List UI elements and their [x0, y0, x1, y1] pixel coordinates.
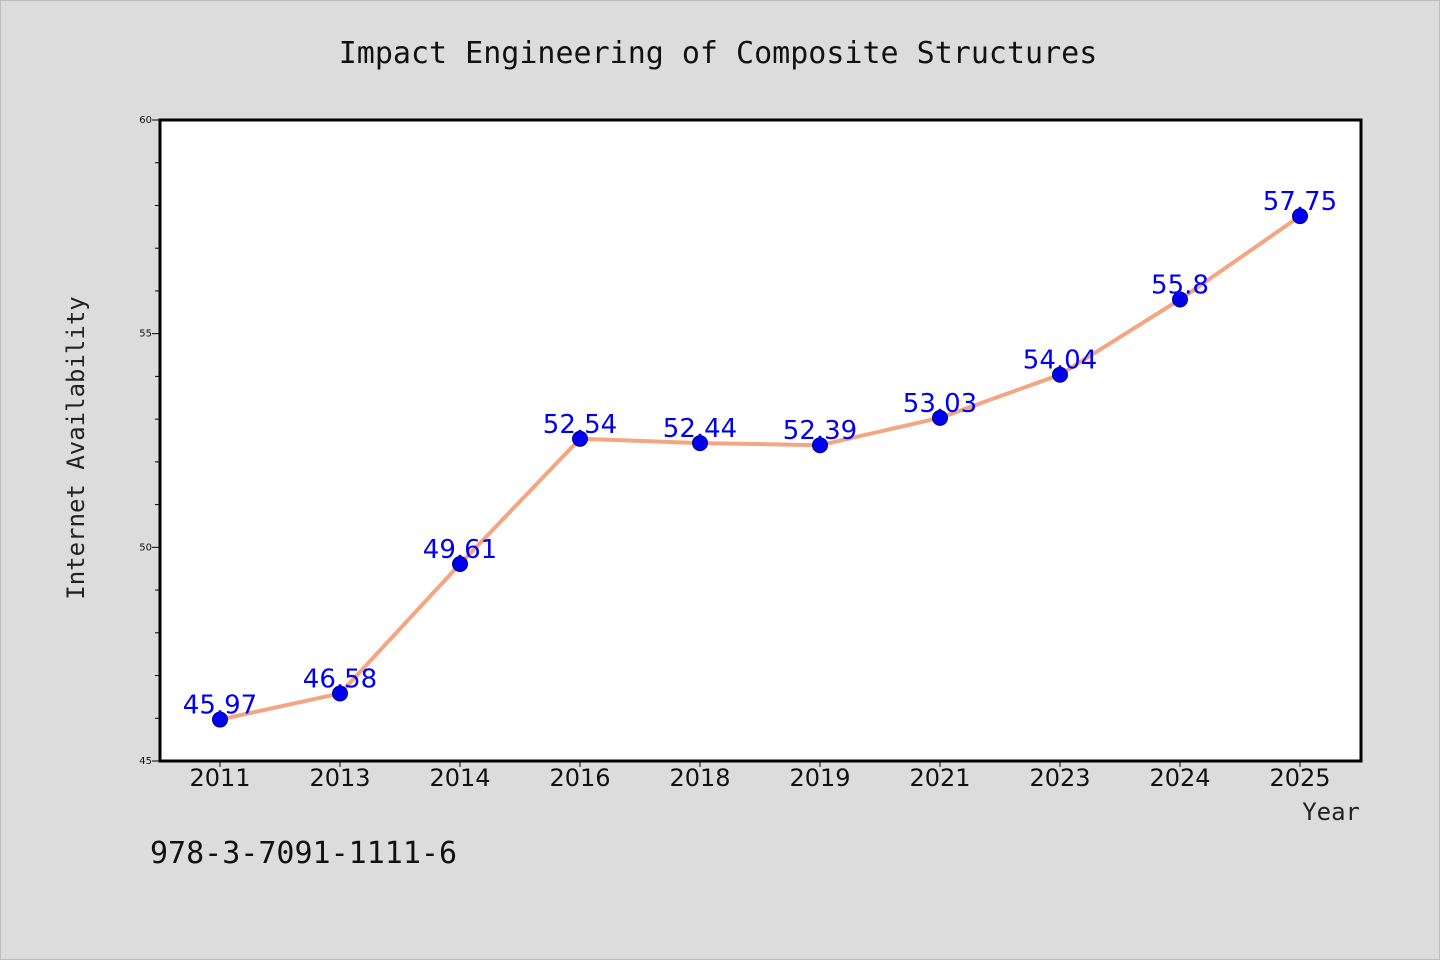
isbn-text: 978-3-7091-1111-6: [150, 836, 457, 871]
data-point: [332, 685, 348, 702]
data-label: 46.58: [303, 664, 377, 694]
chart-title: Impact Engineering of Composite Structur…: [339, 36, 1098, 71]
data-label: 52.39: [783, 416, 857, 446]
data-label: 54.04: [1023, 346, 1097, 376]
data-label: 57.75: [1263, 187, 1337, 217]
x-tick-label: 2014: [429, 764, 490, 792]
x-tick-label: 2024: [1149, 764, 1210, 792]
data-label: 55.8: [1151, 270, 1209, 300]
plot-area: [158, 118, 1363, 763]
data-point: [1052, 366, 1068, 383]
data-label: 52.54: [543, 410, 617, 440]
data-point: [1172, 291, 1188, 308]
x-tick-label: 2025: [1269, 764, 1330, 792]
y-tick-label: 50: [139, 542, 152, 553]
data-label: 52.44: [663, 414, 737, 444]
x-tick-label: 2018: [669, 764, 730, 792]
data-point: [932, 409, 948, 426]
data-point: [812, 437, 828, 454]
data-point: [692, 435, 708, 452]
data-label: 49.61: [423, 535, 497, 565]
data-point: [212, 711, 228, 728]
data-point: [572, 430, 588, 447]
data-label: 53.03: [903, 389, 977, 419]
x-tick-label: 2013: [309, 764, 370, 792]
x-tick-label: 2011: [189, 764, 250, 792]
y-tick-label: 45: [139, 756, 152, 767]
x-tick-label: 2016: [549, 764, 610, 792]
y-tick-label: 60: [139, 115, 152, 126]
data-labels: 45.97 46.58 49.61 52.54 52.44 52.39 53.03 54.04…: [183, 187, 1337, 720]
x-axis: 2011 2013 2014 2016 2018 2019 2021 2023 2024 2025: [189, 761, 1331, 792]
data-markers: [212, 208, 1308, 728]
y-axis: 45 50 55 60: [139, 115, 160, 767]
series-line: [219, 214, 1302, 722]
data-point: [452, 555, 468, 572]
data-point: [1292, 208, 1308, 225]
y-tick-label: 55: [139, 329, 152, 340]
data-label: 45.97: [183, 691, 257, 721]
y-axis-title: Internet Availability: [62, 296, 90, 599]
x-tick-label: 2019: [789, 764, 850, 792]
x-tick-label: 2021: [909, 764, 970, 792]
x-tick-label: 2023: [1029, 764, 1090, 792]
x-axis-title: Year: [1302, 798, 1360, 826]
